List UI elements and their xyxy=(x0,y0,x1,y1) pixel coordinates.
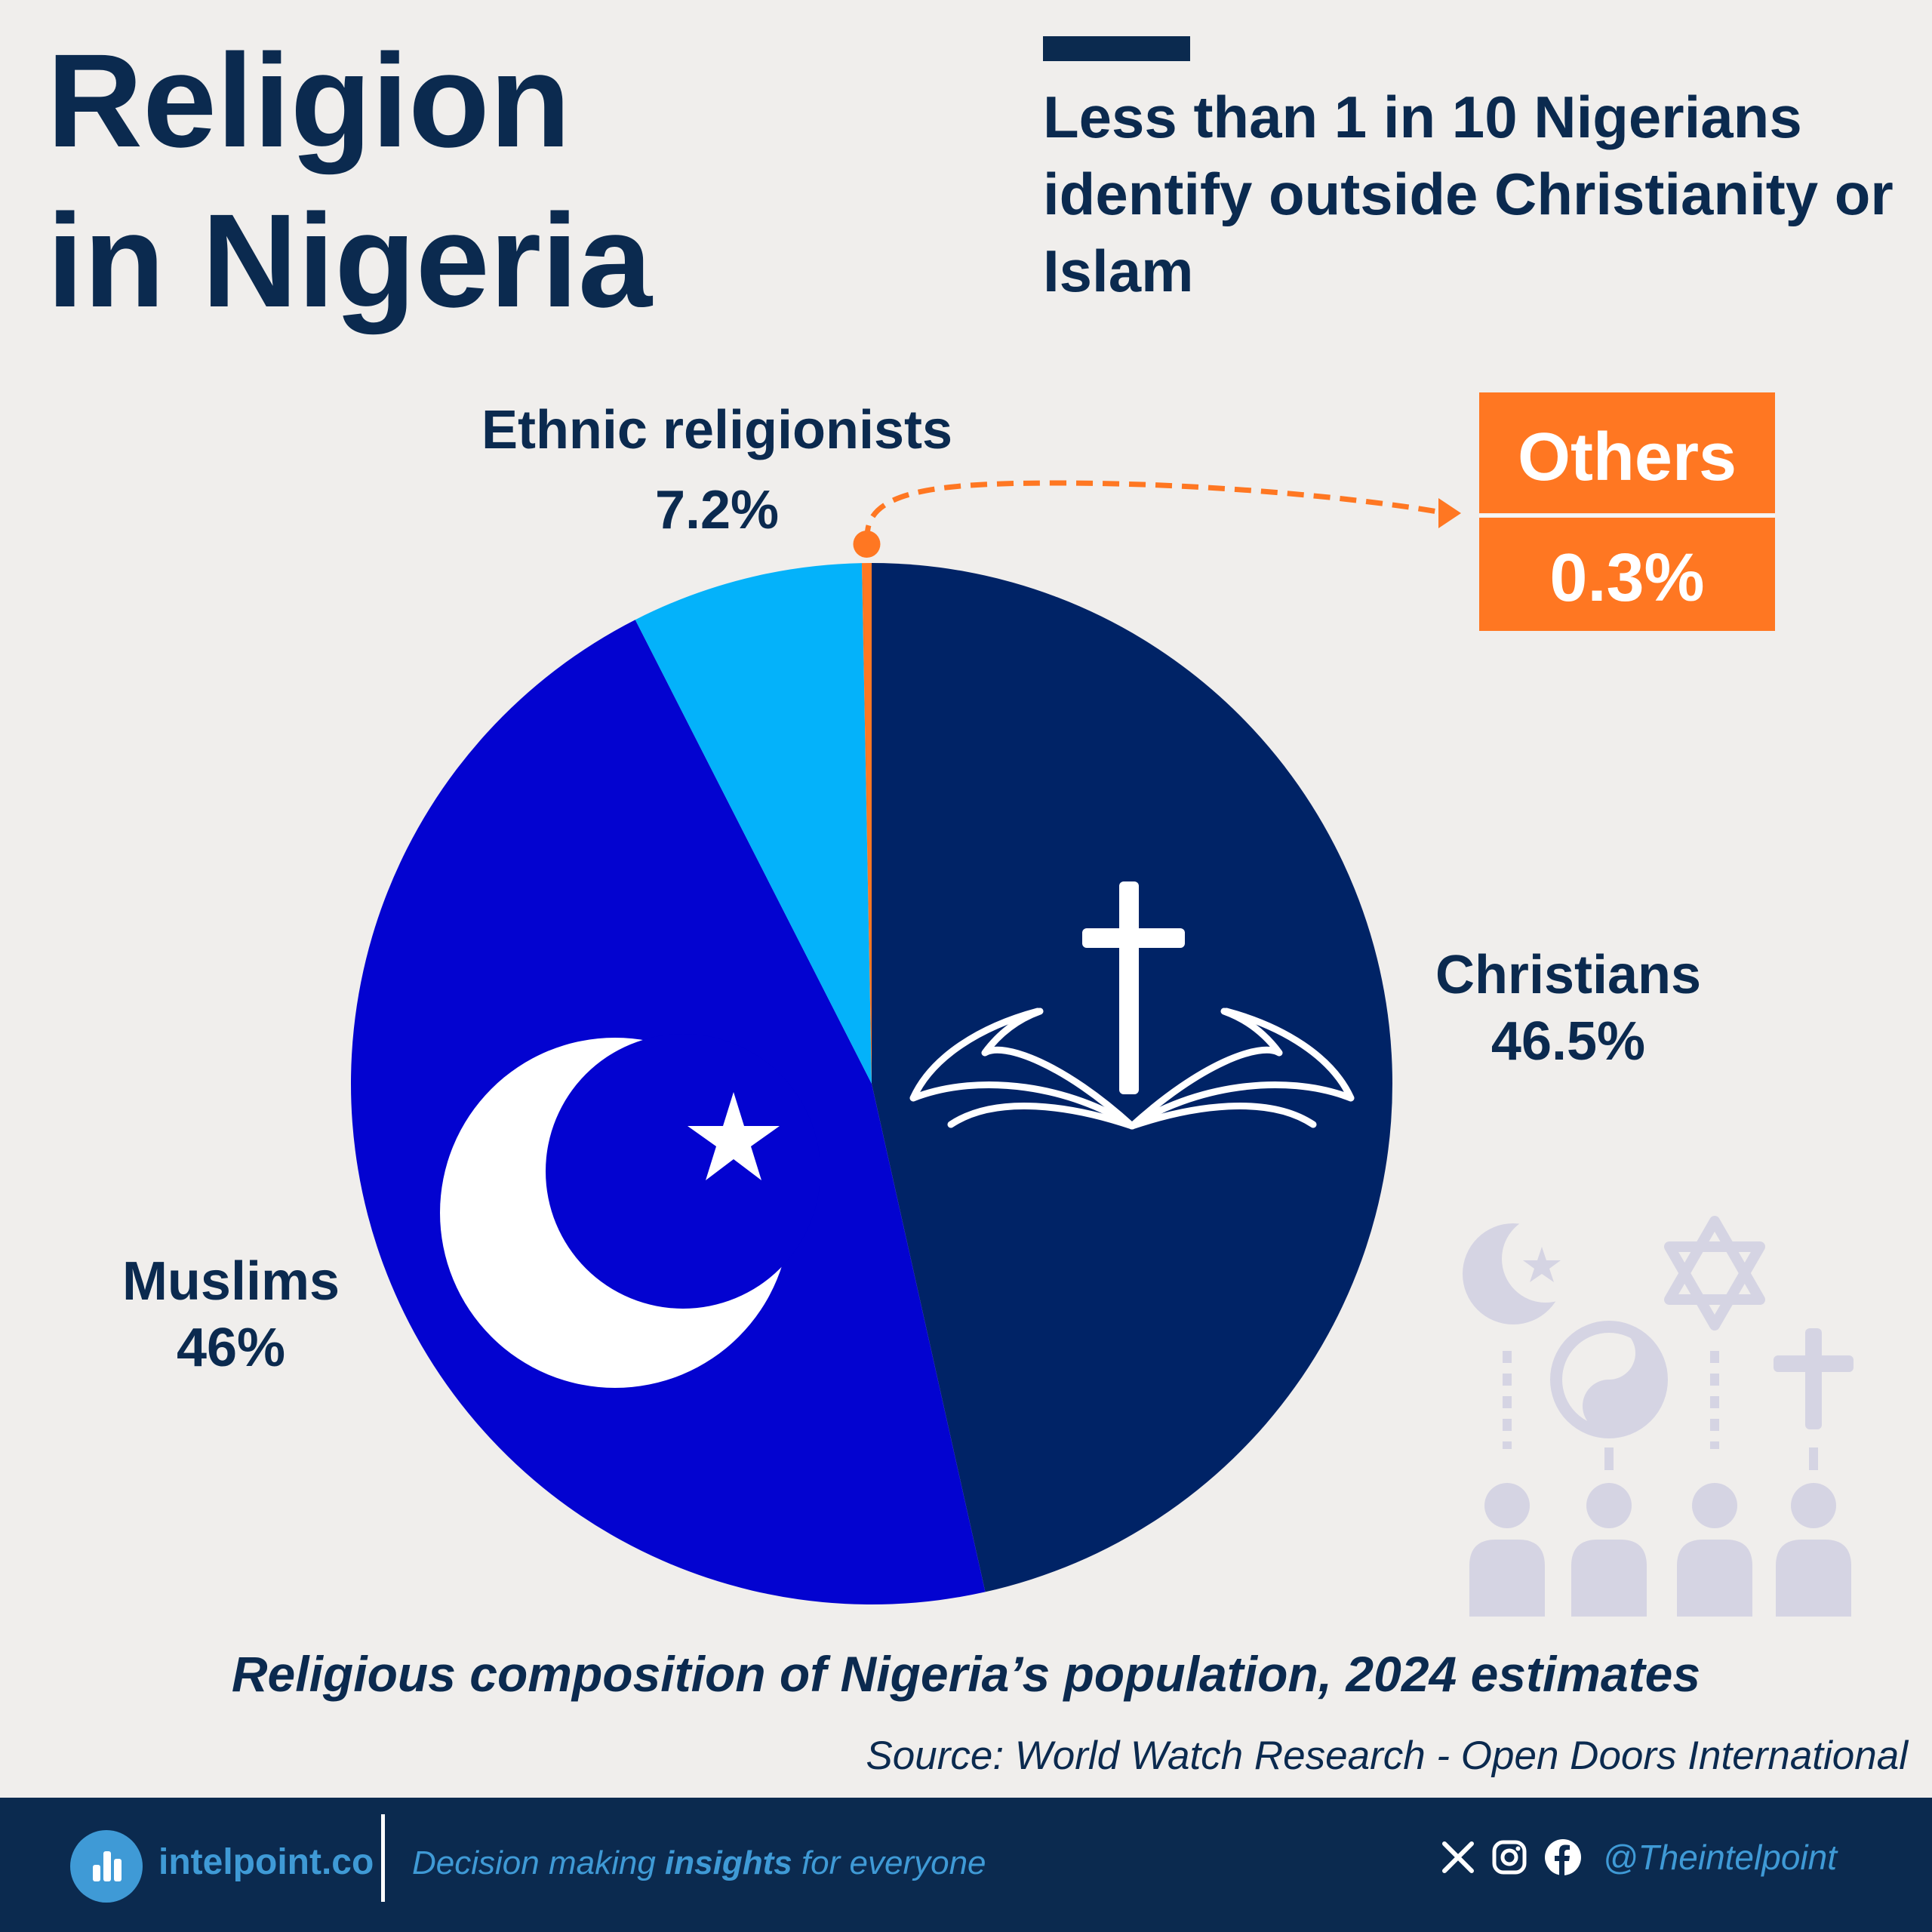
subtitle: Less than 1 in 10 Nigerians identify out… xyxy=(1043,84,1894,304)
x-icon[interactable] xyxy=(1441,1841,1475,1874)
logo-bars-icon xyxy=(70,1830,143,1903)
callout-dot xyxy=(853,531,881,558)
slice-value-christians: 46.5% xyxy=(1491,1011,1645,1072)
instagram-icon[interactable] xyxy=(1491,1839,1527,1875)
facebook-icon[interactable] xyxy=(1544,1838,1582,1876)
title-line-2: in Nigeria xyxy=(47,187,652,335)
footer: intelpoint.co Decision making insights f… xyxy=(0,1798,1932,1932)
others-box-name xyxy=(1479,392,1775,513)
page-title: Religion in Nigeria xyxy=(47,21,652,341)
accent-bar xyxy=(1043,36,1190,61)
bible-cross-icon xyxy=(909,881,1355,1130)
slice-value-ethnic-religionists: 7.2% xyxy=(655,480,779,540)
slice-value-muslims: 46% xyxy=(177,1318,285,1378)
footer-divider xyxy=(381,1814,385,1902)
crescent-star-icon xyxy=(440,1034,820,1388)
pie-slice-ethnic-religionists xyxy=(635,563,872,1084)
callout-arrowhead xyxy=(1438,498,1461,528)
tagline-start: Decision making xyxy=(412,1844,666,1881)
others-label: Others xyxy=(1518,420,1737,495)
others-value: 0.3% xyxy=(1549,540,1704,616)
others-callout: Others 0.3% xyxy=(853,392,1775,631)
tagline-end: for everyone xyxy=(792,1844,986,1881)
tagline: Decision making insights for everyone xyxy=(412,1844,986,1882)
slice-label-ethnic-religionists: Ethnic religionists xyxy=(481,400,952,460)
source-note: Source: World Watch Research - Open Door… xyxy=(866,1734,1908,1778)
brand-name[interactable]: intelpoint.co xyxy=(158,1842,374,1882)
tagline-bold: insights xyxy=(665,1844,792,1881)
title-line-1: Religion xyxy=(47,27,571,175)
others-box-value xyxy=(1479,518,1775,631)
callout-arrow-line xyxy=(864,480,1438,543)
pie-slice-others xyxy=(861,563,872,1084)
chart-caption: Religious composition of Nigeria’s popul… xyxy=(231,1646,1701,1702)
social-handle[interactable]: @Theintelpoint xyxy=(1602,1838,1837,1877)
religions-people-icon xyxy=(1463,1215,1854,1617)
slice-label-christians: Christians xyxy=(1435,945,1701,1005)
social-links: @Theintelpoint xyxy=(1441,1837,1837,1878)
slice-label-muslims: Muslims xyxy=(122,1251,340,1312)
